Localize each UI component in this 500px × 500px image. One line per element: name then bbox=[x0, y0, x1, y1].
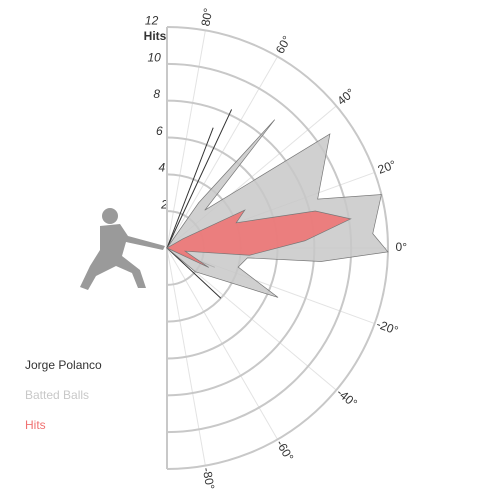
radial-tick-label: 8 bbox=[153, 87, 160, 101]
batter-silhouette bbox=[80, 208, 165, 290]
series-spoke bbox=[166, 109, 233, 249]
radial-tick-label: 12 bbox=[145, 14, 159, 28]
legend-entry: Batted Balls bbox=[25, 388, 89, 402]
angle-tick-label: 80° bbox=[198, 7, 215, 27]
angle-tick-label: -80° bbox=[200, 466, 218, 490]
radial-tick-label: 6 bbox=[156, 124, 163, 138]
series-area bbox=[166, 119, 389, 298]
radial-tick-label: 2 bbox=[160, 197, 168, 211]
angle-tick-label: 60° bbox=[273, 33, 294, 56]
angle-tick-label: 20° bbox=[376, 157, 398, 176]
series-area bbox=[166, 209, 352, 268]
angle-tick-label: -60° bbox=[273, 437, 296, 463]
legend-entry: Hits bbox=[25, 418, 46, 432]
axis-label: Hits bbox=[144, 29, 167, 43]
angle-tick-label: 0° bbox=[396, 240, 408, 254]
radial-tick-label: 4 bbox=[159, 161, 166, 175]
radial-grid-arc bbox=[166, 26, 389, 470]
series-spoke bbox=[166, 127, 214, 249]
legend-entry: Jorge Polanco bbox=[25, 358, 102, 372]
angle-tick-label: 40° bbox=[334, 85, 357, 108]
radial-tick-label: 10 bbox=[147, 50, 161, 64]
series-spoke bbox=[166, 247, 222, 299]
angle-tick-label: -20° bbox=[375, 317, 401, 338]
